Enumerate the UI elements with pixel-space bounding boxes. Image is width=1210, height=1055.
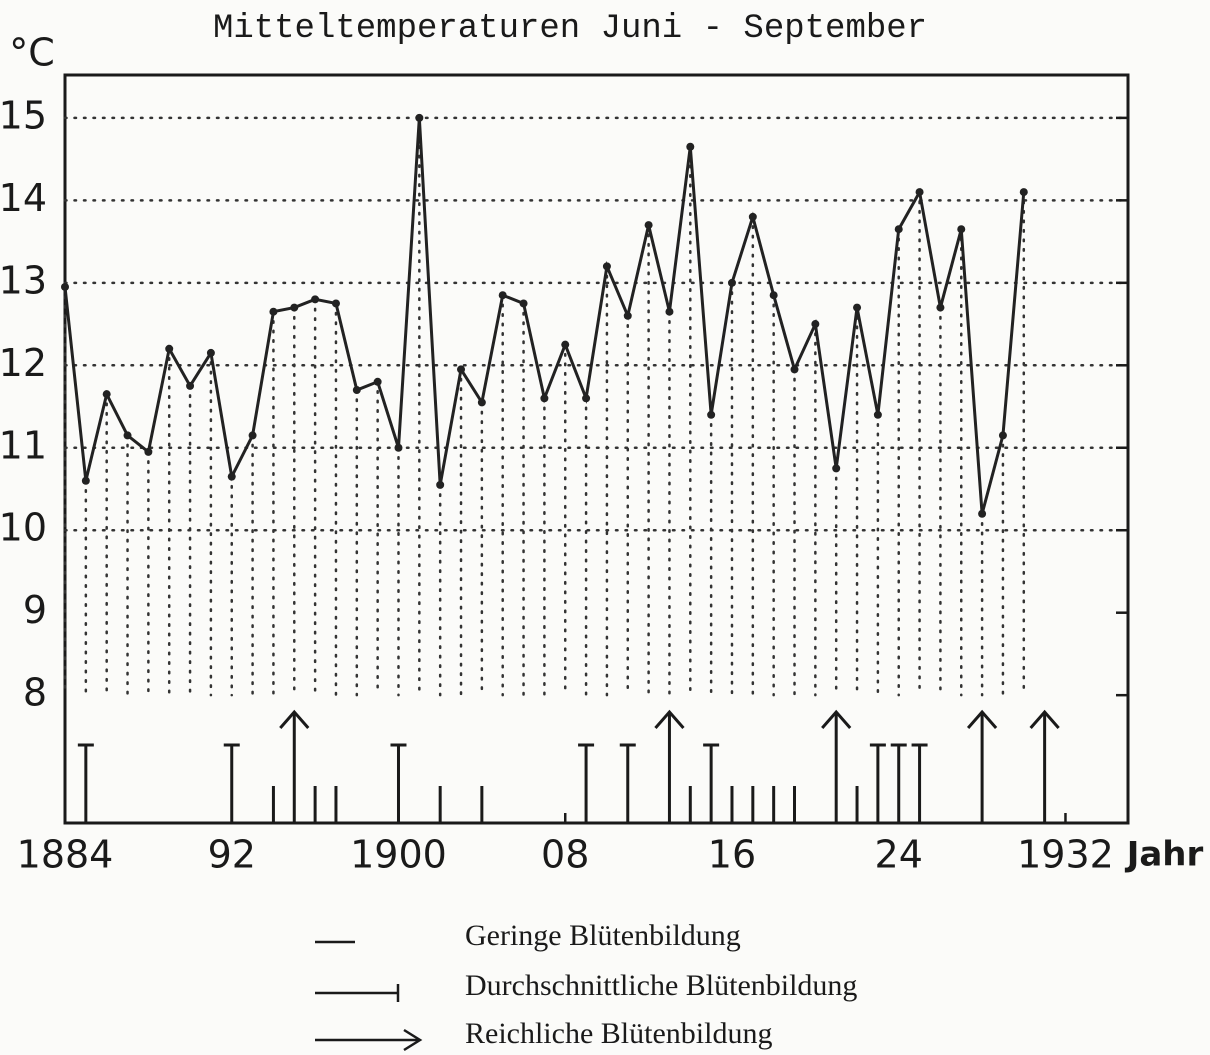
y-tick-label: 8 bbox=[23, 671, 47, 715]
x-tick-label: 16 bbox=[708, 833, 756, 877]
data-point bbox=[415, 113, 424, 122]
x-tick-label: 92 bbox=[208, 833, 256, 877]
y-tick-label: 13 bbox=[0, 258, 47, 302]
bloom-mark bbox=[821, 709, 852, 823]
data-point bbox=[498, 291, 507, 300]
x-tick-label: 1884 bbox=[17, 833, 114, 877]
bloom-mark bbox=[966, 709, 998, 823]
data-point bbox=[186, 381, 195, 390]
data-point bbox=[81, 476, 90, 485]
data-point bbox=[457, 365, 466, 374]
data-point bbox=[561, 340, 570, 349]
data-point bbox=[811, 320, 820, 329]
legend-label: Durchschnittliche Blütenbildung bbox=[465, 969, 857, 1002]
bloom-mark bbox=[578, 743, 595, 823]
bloom-mark bbox=[703, 743, 720, 823]
data-point bbox=[727, 278, 736, 287]
data-point bbox=[436, 480, 445, 489]
y-tick-label: 10 bbox=[0, 506, 47, 550]
data-point bbox=[936, 303, 945, 312]
data-point bbox=[540, 394, 549, 403]
y-axis-label: °C bbox=[9, 31, 55, 75]
data-point bbox=[665, 307, 674, 316]
bloom-mark bbox=[911, 743, 928, 823]
data-point bbox=[644, 221, 653, 230]
data-point bbox=[915, 188, 924, 197]
data-point bbox=[165, 344, 174, 353]
bloom-mark bbox=[77, 743, 94, 823]
data-point bbox=[978, 509, 987, 518]
x-tick-label: 08 bbox=[541, 833, 589, 877]
data-point bbox=[227, 472, 236, 481]
data-point bbox=[394, 443, 403, 452]
data-point bbox=[602, 262, 611, 271]
y-tick-label: 15 bbox=[0, 93, 47, 137]
data-point bbox=[957, 225, 966, 234]
data-point bbox=[519, 299, 528, 308]
y-tick-label: 9 bbox=[23, 588, 47, 632]
data-point bbox=[290, 303, 299, 312]
data-point bbox=[123, 431, 132, 440]
bloom-mark bbox=[279, 709, 310, 823]
data-point bbox=[998, 431, 1007, 440]
x-tick-label: 1900 bbox=[350, 833, 447, 877]
data-point bbox=[853, 303, 862, 312]
bloom-mark bbox=[869, 743, 886, 823]
legend-label: Reichliche Blütenbildung bbox=[465, 1017, 772, 1050]
bloom-mark bbox=[619, 743, 636, 823]
legend-symbol bbox=[403, 1028, 423, 1052]
bloom-mark bbox=[654, 709, 685, 823]
data-point bbox=[477, 398, 486, 407]
data-point bbox=[686, 142, 695, 151]
data-point bbox=[832, 464, 841, 473]
bloom-mark bbox=[1029, 709, 1060, 823]
data-point bbox=[582, 394, 591, 403]
x-tick-label: 1932 bbox=[1017, 833, 1114, 877]
data-point bbox=[144, 447, 153, 456]
data-point bbox=[206, 348, 215, 357]
bloom-mark bbox=[390, 743, 407, 823]
data-point bbox=[331, 299, 340, 308]
legend-label: Geringe Blütenbildung bbox=[465, 919, 741, 952]
data-point bbox=[269, 307, 278, 316]
legend-symbols bbox=[315, 940, 423, 1052]
data-point bbox=[623, 311, 632, 320]
data-point bbox=[373, 377, 382, 386]
data-point bbox=[1019, 188, 1028, 197]
data-point bbox=[894, 225, 903, 234]
x-tick-label: 24 bbox=[875, 833, 923, 877]
data-point bbox=[311, 295, 320, 304]
data-point bbox=[61, 282, 69, 291]
data-point bbox=[352, 386, 361, 395]
data-point bbox=[790, 365, 799, 374]
data-point bbox=[248, 431, 257, 440]
data-point bbox=[102, 390, 111, 399]
chart-title: Mitteltemperaturen Juni - September bbox=[213, 10, 927, 48]
x-axis-label: Jahr bbox=[1125, 835, 1204, 875]
data-point bbox=[873, 410, 882, 419]
y-tick-label: 14 bbox=[0, 176, 47, 220]
data-point bbox=[707, 410, 716, 419]
data-point bbox=[769, 291, 778, 300]
bloom-mark bbox=[890, 743, 907, 823]
y-tick-label: 11 bbox=[0, 423, 47, 467]
y-tick-label: 12 bbox=[0, 341, 47, 385]
bloom-mark bbox=[223, 743, 240, 823]
data-point bbox=[748, 212, 757, 221]
